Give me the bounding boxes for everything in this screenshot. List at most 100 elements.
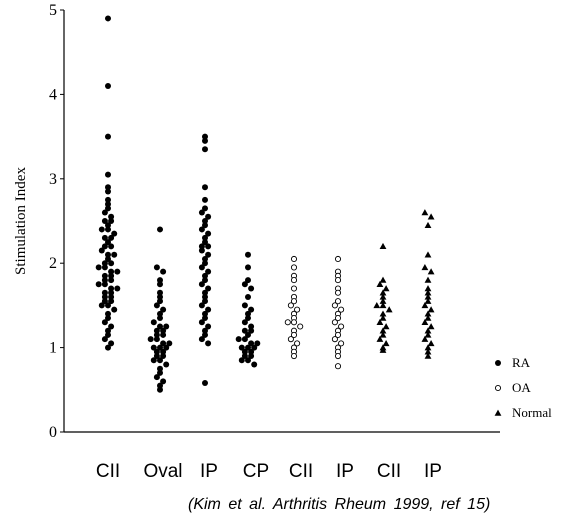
data-point-ra — [108, 272, 115, 279]
data-point-normal — [427, 339, 435, 347]
data-point-ra — [198, 302, 205, 309]
data-point-ra — [95, 281, 102, 288]
data-point-ra — [108, 340, 115, 347]
data-point-oa — [338, 323, 345, 330]
data-point-ra — [101, 234, 108, 241]
data-point-ra — [202, 255, 208, 262]
data-point-oa — [334, 255, 342, 263]
data-point-ra — [157, 315, 163, 322]
data-point-normal — [421, 318, 429, 325]
data-point-oa — [334, 352, 342, 360]
data-point-ra — [153, 348, 160, 355]
data-point-normal — [379, 346, 387, 353]
data-point-ra — [105, 82, 111, 89]
data-point-normal — [424, 293, 432, 300]
data-point-ra — [202, 277, 208, 284]
data-point-normal — [424, 314, 432, 321]
data-point-oa — [334, 331, 342, 338]
data-point-normal — [427, 323, 435, 330]
data-point-ra — [105, 310, 111, 317]
data-point-normal — [376, 335, 384, 342]
y-tick-label: 5 — [49, 2, 57, 19]
data-point-ra — [108, 323, 115, 330]
y-tick-label: 1 — [49, 340, 57, 357]
data-point-ra — [160, 353, 167, 360]
data-points — [95, 15, 435, 393]
data-point-ra — [111, 306, 118, 313]
data-point-ra — [198, 264, 205, 271]
data-point-ra — [198, 247, 205, 254]
data-point-normal — [421, 209, 429, 216]
data-point-ra — [202, 315, 208, 322]
data-point-ra — [111, 251, 118, 258]
data-point-ra — [105, 302, 111, 309]
data-point-ra — [205, 251, 212, 258]
y-tick-label: 3 — [49, 171, 57, 188]
data-point-ra — [157, 344, 163, 351]
data-point-ra — [157, 357, 163, 364]
data-point-ra — [245, 357, 251, 364]
data-point-ra — [248, 306, 255, 313]
data-point-ra — [105, 239, 111, 246]
data-point-oa — [334, 363, 342, 370]
category-labels: CII Oval IP CP CII IP CII IP — [96, 461, 442, 482]
citation-text: (Kim et al. Arthritis Rheum 1999, ref 15… — [188, 496, 491, 513]
data-point-normal — [424, 348, 432, 355]
data-point-ra — [241, 348, 248, 355]
data-point-normal — [382, 323, 390, 330]
data-point-ra — [205, 268, 212, 275]
data-point-ra — [101, 336, 108, 343]
data-point-ra — [153, 264, 160, 271]
data-point-normal — [379, 297, 387, 304]
category-label: CII — [377, 461, 401, 482]
data-point-normal — [382, 339, 390, 347]
data-point-ra — [163, 361, 170, 368]
data-point-ra — [105, 251, 111, 258]
category-label: IP — [336, 461, 354, 482]
data-point-ra — [202, 234, 208, 241]
data-point-ra — [157, 382, 163, 389]
data-point-normal — [379, 242, 387, 250]
data-point-ra — [153, 353, 160, 360]
data-point-ra — [248, 340, 255, 347]
data-point-oa — [338, 340, 345, 347]
data-point-oa — [294, 306, 301, 313]
data-point-ra — [153, 331, 160, 338]
data-point-ra — [202, 146, 208, 153]
data-point-oa — [290, 298, 298, 305]
data-point-normal — [421, 302, 429, 309]
data-point-ra — [108, 268, 115, 275]
data-point-ra — [198, 281, 205, 288]
data-point-ra — [241, 281, 248, 288]
data-point-ra — [241, 353, 248, 360]
data-point-ra — [245, 310, 251, 317]
data-point-ra — [150, 357, 157, 364]
data-point-ra — [108, 234, 115, 241]
data-point-ra — [98, 247, 105, 254]
data-point-ra — [198, 209, 205, 216]
legend-label-ra: RA — [512, 355, 531, 370]
data-point-ra — [245, 277, 251, 284]
y-axis-label: Stimulation Index — [13, 167, 29, 275]
data-point-ra — [105, 201, 111, 208]
data-point-ra — [101, 209, 108, 216]
category-label: CII — [96, 461, 120, 482]
data-point-ra — [114, 285, 121, 292]
data-point-normal — [424, 344, 432, 351]
data-point-ra — [205, 340, 212, 347]
data-point-ra — [160, 331, 167, 338]
data-point-normal — [373, 302, 381, 309]
data-point-ra — [160, 348, 167, 355]
data-point-normal — [424, 251, 432, 258]
data-point-ra — [238, 357, 245, 364]
category-label: CP — [243, 461, 269, 482]
data-point-normal — [376, 318, 384, 325]
data-point-ra — [105, 133, 111, 140]
data-point-normal — [424, 289, 432, 296]
data-point-ra — [245, 264, 251, 271]
data-point-ra — [198, 243, 205, 250]
data-point-ra — [241, 327, 248, 334]
data-point-ra — [157, 226, 163, 233]
data-point-ra — [105, 327, 111, 334]
data-point-ra — [157, 386, 163, 393]
